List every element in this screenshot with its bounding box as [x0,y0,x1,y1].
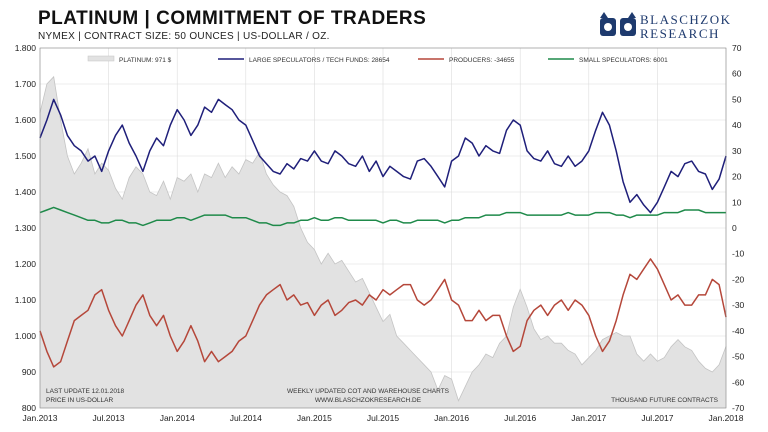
axes: Jan.2013 Jul.2013 Jan.2014 Jul.2014 Jan.2015… [15,43,745,423]
footer-price-note: PRICE IN US-DOLLAR [46,397,113,404]
x-tick-label: Jan.2015 [297,413,332,423]
y-right-tick-label: 0 [732,223,737,233]
x-tick-label: Jan.2016 [434,413,469,423]
y-left-tick-label: 1.100 [15,295,37,305]
footer-unit-note: THOUSAND FUTURE CONTRACTS [611,397,719,404]
x-tick-label: Jan.2013 [23,413,58,423]
large-speculators-line [39,98,727,214]
position-lines [39,98,727,368]
legend-label: SMALL SPECULATORS: 6001 [579,57,668,64]
y-left-tick-label: 1.300 [15,223,37,233]
y-right-tick-label: 10 [732,197,742,207]
y-left-tick-label: 1.600 [15,115,37,125]
y-right-tick-label: -60 [732,377,745,387]
y-left-tick-label: 1.800 [15,43,37,53]
x-tick-label: Jul.2017 [641,413,673,423]
logo-line1: BLASCHZOK [640,12,732,27]
logo-line2: RESEARCH [640,26,720,41]
plot-frame [39,47,727,409]
y-right-tick-label: -50 [732,352,745,362]
legend-swatch-platinum [87,55,115,62]
chart-title: PLATINUM | COMMITMENT OF TRADERS [38,8,427,29]
y-right-tick-label: 50 [732,94,742,104]
y-right-tick-label: 70 [732,43,742,53]
x-tick-label: Jul.2014 [230,413,262,423]
x-tick-label: Jul.2015 [367,413,399,423]
small-speculators-line [39,206,726,227]
x-tick-label: Jul.2016 [504,413,536,423]
y-right-tick-label: 60 [732,69,742,79]
chart-subtitle: NYMEX | CONTRACT SIZE: 50 OUNCES | US-DO… [38,31,330,42]
y-right-tick-label: -20 [732,274,745,284]
y-right-tick-label: 40 [732,120,742,130]
platinum-area-fill [40,76,726,409]
x-tick-label: Jan.2014 [160,413,195,423]
y-right-tick-label: -10 [732,249,745,259]
y-left-tick-label: 800 [22,403,36,413]
y-left-tick-label: 1.500 [15,151,37,161]
y-left-tick-label: 1.700 [15,79,37,89]
x-tick-label: Jul.2013 [93,413,125,423]
legend: PLATINUM: 971 $ LARGE SPECULATORS / TECH … [87,55,668,64]
y-left-tick-label: 1.400 [15,187,37,197]
footer-last-update: LAST UPDATE 12.01.2018 [46,388,125,395]
y-right-tick-label: -30 [732,300,745,310]
x-tick-label: Jan.2018 [709,413,744,423]
legend-label: PRODUCERS: -34655 [449,57,515,64]
brand-logo[interactable]: BLASCHZOK RESEARCH [598,12,758,42]
legend-label: LARGE SPECULATORS / TECH FUNDS: 28654 [249,57,390,64]
legend-label: PLATINUM: 971 $ [119,57,172,64]
y-left-tick-label: 1.200 [15,259,37,269]
y-left-tick-label: 1.000 [15,331,37,341]
y-right-tick-label: -70 [732,403,745,413]
y-right-tick-label: 20 [732,172,742,182]
y-left-tick-label: 900 [22,367,36,377]
y-right-tick-label: -40 [732,326,745,336]
producers-line [39,258,727,368]
footer-weekly-update: WEEKLY UPDATED COT AND WAREHOUSE CHARTS [287,388,450,395]
x-tick-label: Jan.2017 [571,413,606,423]
footer-notes: LAST UPDATE 12.01.2018 PRICE IN US-DOLLAR… [46,388,719,404]
y-right-tick-label: 30 [732,146,742,156]
bull-bear-icon [600,12,636,36]
footer-website: WWW.BLASCHZOKRESEARCH.DE [315,397,422,404]
